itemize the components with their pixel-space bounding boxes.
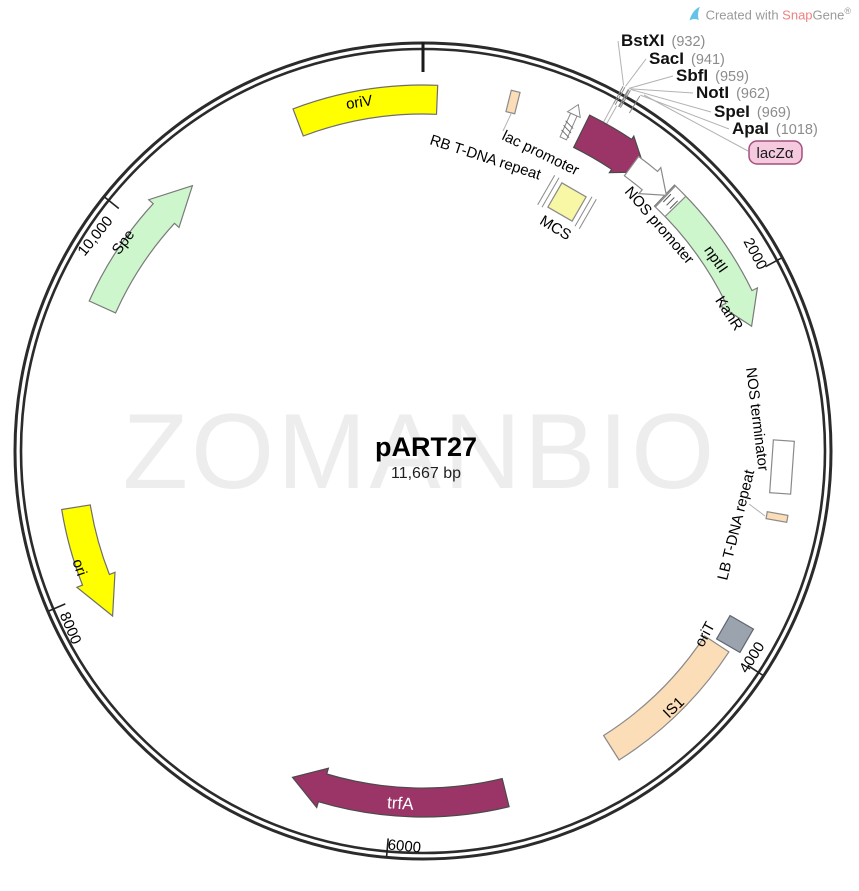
feature-label: oriV: [345, 92, 374, 113]
annotation-box-RB-T-DNA-repeat: [505, 89, 521, 115]
feature-label: ori: [69, 557, 91, 578]
site-tick: [613, 86, 624, 105]
credit-brand-snap: Snap: [782, 7, 813, 23]
tick-label: 8000: [56, 610, 85, 647]
lb-repeat-leader-line: [748, 503, 766, 517]
site-leader-line: [617, 40, 625, 86]
feature-label: LB T-DNA repeat: [714, 467, 758, 582]
site-label: SbfI (959): [676, 66, 749, 85]
site-leader-line: [625, 58, 647, 87]
annotation-box-LB-T-DNA-repeat: [765, 511, 789, 523]
site-leader-line: [628, 75, 674, 89]
feature-NOS-promoter: [623, 155, 668, 197]
tick-label: 6000: [387, 837, 422, 857]
hatch-line: [662, 193, 672, 203]
credit-brand-gene: Gene: [812, 7, 845, 23]
feature-IS1: [602, 635, 730, 761]
site-tick: [619, 90, 631, 108]
site-leader-line: [630, 89, 712, 113]
lacza-label: lacZα: [756, 145, 793, 162]
annotation-box-MCS: [547, 182, 587, 222]
site-label: BstXI (932): [621, 31, 705, 50]
site-label: ApaI (1018): [732, 119, 818, 138]
feature-ori: [61, 504, 116, 618]
feature-nptII: [653, 184, 759, 328]
position-tick: [765, 257, 782, 268]
hatch-line: [669, 200, 679, 209]
lacza-label-box: [748, 140, 803, 165]
feature-trfA: [291, 767, 510, 818]
site-tick: [614, 87, 626, 106]
annotation-box-oriT: [715, 614, 755, 654]
watermark: ZOMANBIO: [123, 391, 718, 511]
site-tick: [628, 95, 641, 114]
position-tick: [48, 603, 66, 612]
snapgene-logo-icon: [689, 7, 700, 21]
site-label: NotI (962): [696, 83, 770, 102]
position-tick: [747, 664, 764, 676]
annotation-box-NOS-terminator: [769, 439, 795, 495]
mcs-tick-line: [578, 199, 597, 229]
lac-promoter-arrow: [559, 103, 581, 141]
credit-text: Created with: [705, 7, 783, 23]
feature-label: trfA: [387, 793, 415, 814]
site-leader-line: [629, 88, 694, 94]
plasmid-size: 11,667 bp: [391, 465, 461, 482]
rb-repeat-leader-line: [502, 113, 512, 132]
site-label: SpeI (969): [714, 102, 791, 121]
registered-mark: ®: [844, 6, 851, 16]
plasmid-title: pART27: [375, 432, 477, 462]
site-tick: [618, 89, 630, 108]
snapgene-credit: Created with SnapGene®: [0, 6, 851, 22]
mcs-tick-line: [541, 177, 560, 208]
site-tick: [618, 89, 629, 107]
feature-label: NOS terminator: [742, 366, 772, 471]
site-label: SacI (941): [649, 49, 725, 68]
position-tick: [104, 196, 120, 210]
lacza-leader-line: [643, 94, 749, 152]
hatch-line: [666, 197, 675, 206]
feature-Spe: [88, 184, 194, 314]
position-tick: [385, 838, 389, 857]
mcs-tick-line: [574, 196, 593, 227]
feature-oriV: [292, 84, 439, 137]
mcs-tick-line: [537, 175, 556, 205]
